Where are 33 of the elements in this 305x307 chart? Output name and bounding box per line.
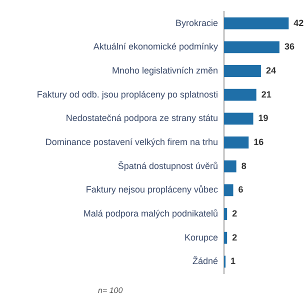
y-tick-label: Aktuální ekonomické podmínky	[93, 42, 218, 52]
y-tick-label: Faktury nejsou propláceny vůbec	[86, 184, 218, 195]
bar	[224, 184, 234, 196]
bar	[224, 232, 228, 244]
data-label: 1	[230, 256, 236, 266]
y-tick-label: Mnoho legislativních změn	[112, 65, 218, 76]
bar	[224, 160, 236, 172]
bar	[224, 136, 249, 148]
data-label: 8	[241, 160, 246, 171]
data-label: 19	[258, 113, 268, 124]
data-label: 16	[254, 136, 264, 147]
data-label: 2	[232, 232, 238, 242]
data-label: 2	[232, 208, 238, 218]
y-tick-label: Byrokracie	[175, 18, 218, 28]
data-label: 24	[266, 65, 276, 76]
y-tick-label: Dominance postavení velkých firem na trhu	[45, 136, 218, 147]
y-tick-label: Špatná dostupnost úvěrů	[118, 160, 218, 171]
y-tick-label: Malá podpora malých podnikatelů	[83, 208, 218, 218]
bar	[224, 112, 254, 125]
y-tick-label: Nedostatečná podpora ze strany státu	[66, 113, 218, 124]
bar	[224, 65, 261, 77]
data-label: 42	[294, 18, 304, 28]
data-label: 21	[261, 89, 272, 100]
text: n= 100	[98, 286, 123, 295]
data-label: 6	[238, 184, 244, 195]
y-tick-label: Faktury od odb. jsou propláceny po splatnosti	[36, 89, 218, 100]
y-tick-label: Žádné	[192, 256, 218, 266]
y-tick-label: Korupce	[184, 232, 218, 242]
bar	[224, 41, 280, 54]
bar	[224, 208, 228, 220]
bar	[224, 17, 289, 30]
bar	[224, 88, 256, 101]
data-label: 36	[284, 42, 294, 52]
